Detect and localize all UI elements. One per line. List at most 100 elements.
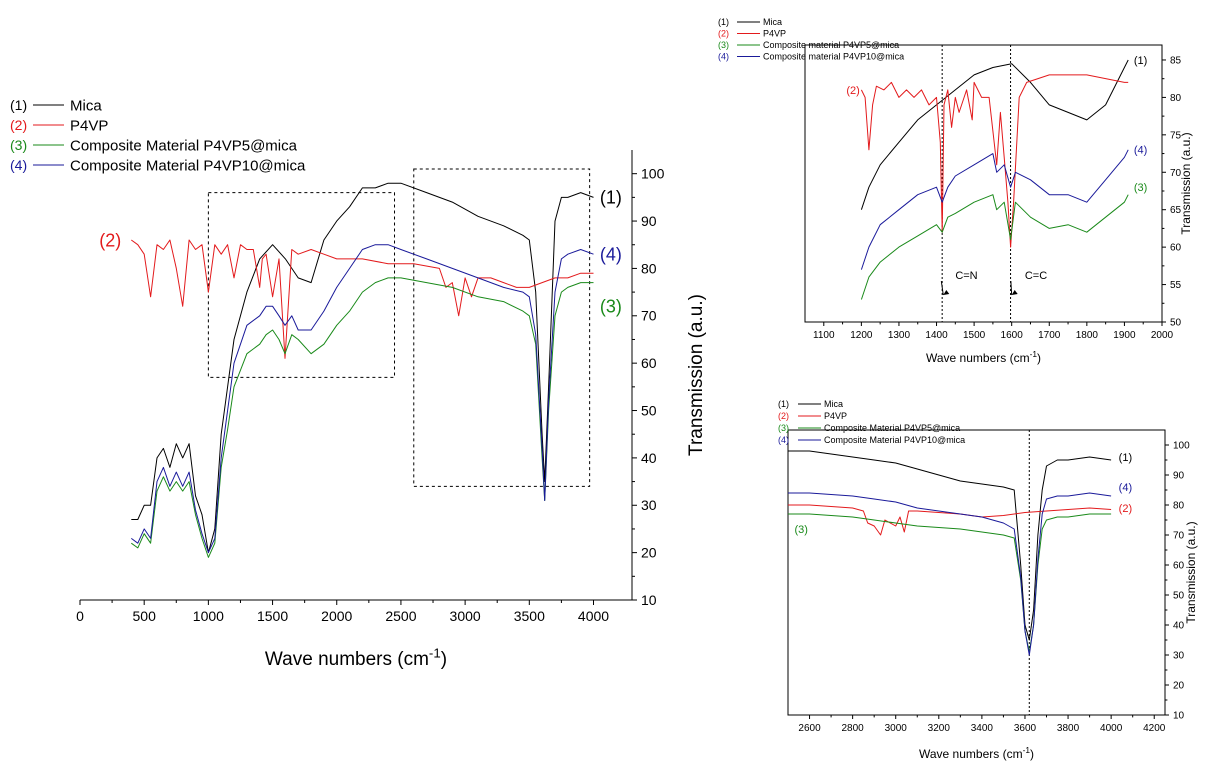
x-tick-label: 1500 xyxy=(963,330,986,341)
legend-label: Composite material P4VP5@mica xyxy=(763,40,899,50)
x-axis-label: Wave numbers (cm-1) xyxy=(265,645,447,670)
series-line xyxy=(788,492,1112,656)
series-line xyxy=(860,149,1129,270)
annotation-arrow xyxy=(1010,281,1013,296)
curve-label: (1) xyxy=(1134,55,1147,67)
x-tick-label: 1400 xyxy=(925,330,948,341)
x-tick-label: 1500 xyxy=(257,608,288,624)
x-tick-label: 2600 xyxy=(798,723,821,734)
x-axis-label: Wave numbers (cm-1) xyxy=(919,745,1034,761)
y-tick-label: 40 xyxy=(641,450,657,466)
curve-label: (4) xyxy=(1119,482,1132,494)
y-axis-label: Transmission (a.u.) xyxy=(1179,132,1193,234)
y-tick-label: 55 xyxy=(1170,280,1182,291)
series-line xyxy=(860,59,1129,210)
y-tick-label: 10 xyxy=(1173,711,1185,722)
y-tick-label: 50 xyxy=(1173,591,1185,602)
y-tick-label: 75 xyxy=(1170,130,1182,141)
curve-label: (2) xyxy=(99,230,121,250)
x-tick-label: 0 xyxy=(76,608,84,624)
zoom-region-box xyxy=(207,192,396,378)
x-tick-label: 3800 xyxy=(1057,723,1080,734)
annotation-arrowhead xyxy=(943,290,950,296)
series-line xyxy=(788,450,1112,641)
inset-chart-1100-2000: 1100 1200 1300 1400 1500 1600 1700 1800 1900 2000… xyxy=(718,17,1193,365)
y-axis-label: Transmission (a.u.) xyxy=(686,294,707,456)
y-tick-label: 70 xyxy=(1173,531,1185,542)
y-tick-label: 10 xyxy=(641,592,657,608)
series-line xyxy=(788,504,1112,536)
x-tick-label: 2500 xyxy=(385,608,416,624)
y-tick-label: 90 xyxy=(1173,471,1185,482)
curve-label: (1) xyxy=(1119,452,1132,464)
curve-label: (4) xyxy=(600,245,622,265)
x-tick-label: 1200 xyxy=(850,330,873,341)
legend-number: (2) xyxy=(10,117,27,133)
annotation-label: C=C xyxy=(1025,270,1047,282)
legend-label: Composite Material P4VP5@mica xyxy=(70,137,298,154)
zoom-region-box xyxy=(413,168,591,487)
x-tick-label: 1700 xyxy=(1038,330,1061,341)
curve-label: (3) xyxy=(1134,182,1147,194)
legend-label: Composite Material P4VP10@mica xyxy=(70,157,306,174)
y-tick-label: 80 xyxy=(1170,93,1182,104)
curve-label: (1) xyxy=(600,188,622,208)
annotation-arrowhead xyxy=(1011,290,1018,296)
y-tick-label: 40 xyxy=(1173,621,1185,632)
x-tick-label: 1000 xyxy=(193,608,224,624)
y-tick-label: 100 xyxy=(1173,441,1190,452)
legend-number: (1) xyxy=(10,97,27,113)
legend-number: (3) xyxy=(10,137,27,153)
legend-label: P4VP xyxy=(824,411,847,421)
y-tick-label: 90 xyxy=(641,213,657,229)
y-tick-label: 80 xyxy=(1173,501,1185,512)
y-axis-label: Transmission (a.u.) xyxy=(1184,521,1198,623)
x-tick-label: 1300 xyxy=(888,330,911,341)
y-tick-label: 20 xyxy=(1173,681,1185,692)
legend-label: Mica xyxy=(70,97,102,114)
legend-label: Mica xyxy=(763,17,782,27)
y-tick-label: 100 xyxy=(641,166,665,182)
y-tick-label: 60 xyxy=(1170,243,1182,254)
series-line xyxy=(131,277,594,558)
legend-number: (4) xyxy=(778,435,789,445)
x-tick-label: 4200 xyxy=(1143,723,1166,734)
x-tick-label: 2800 xyxy=(842,723,865,734)
x-tick-label: 3400 xyxy=(971,723,994,734)
legend-number: (3) xyxy=(778,423,789,433)
legend-label: Composite material P4VP10@mica xyxy=(763,52,904,62)
x-tick-label: 1600 xyxy=(1001,330,1024,341)
legend-label: Mica xyxy=(824,399,843,409)
legend-label: P4VP xyxy=(763,29,786,39)
x-tick-label: 3000 xyxy=(450,608,481,624)
x-tick-label: 4000 xyxy=(578,608,609,624)
curve-label: (2) xyxy=(1119,503,1132,515)
legend-number: (1) xyxy=(778,399,789,409)
x-tick-label: 1100 xyxy=(813,330,835,341)
legend-number: (1) xyxy=(718,17,729,27)
legend-number: (4) xyxy=(718,52,729,62)
series-line xyxy=(131,182,594,554)
legend-number: (2) xyxy=(778,411,789,421)
x-axis-label: Wave numbers (cm-1) xyxy=(926,349,1041,365)
curve-label: (3) xyxy=(794,524,807,536)
curve-label: (3) xyxy=(600,297,622,317)
legend-label: P4VP xyxy=(70,117,108,134)
x-tick-label: 2000 xyxy=(321,608,352,624)
legend-number: (4) xyxy=(10,157,27,173)
main-ftir-chart: 0 500 1000 1500 2000 2500 3000 3500 4000 10 20 30 40… xyxy=(10,97,707,670)
x-tick-label: 1900 xyxy=(1113,330,1136,341)
annotation-label: C=N xyxy=(955,270,977,282)
y-tick-label: 30 xyxy=(641,497,657,513)
series-line xyxy=(131,239,594,359)
legend-label: Composite Material P4VP10@mica xyxy=(824,435,965,445)
y-tick-label: 50 xyxy=(641,402,657,418)
x-tick-label: 3600 xyxy=(1014,723,1037,734)
legend-number: (2) xyxy=(718,29,729,39)
x-tick-label: 4000 xyxy=(1100,723,1123,734)
curve-label: (4) xyxy=(1134,145,1147,157)
y-tick-label: 20 xyxy=(641,545,657,561)
y-tick-label: 60 xyxy=(641,355,657,371)
series-line xyxy=(788,513,1112,653)
